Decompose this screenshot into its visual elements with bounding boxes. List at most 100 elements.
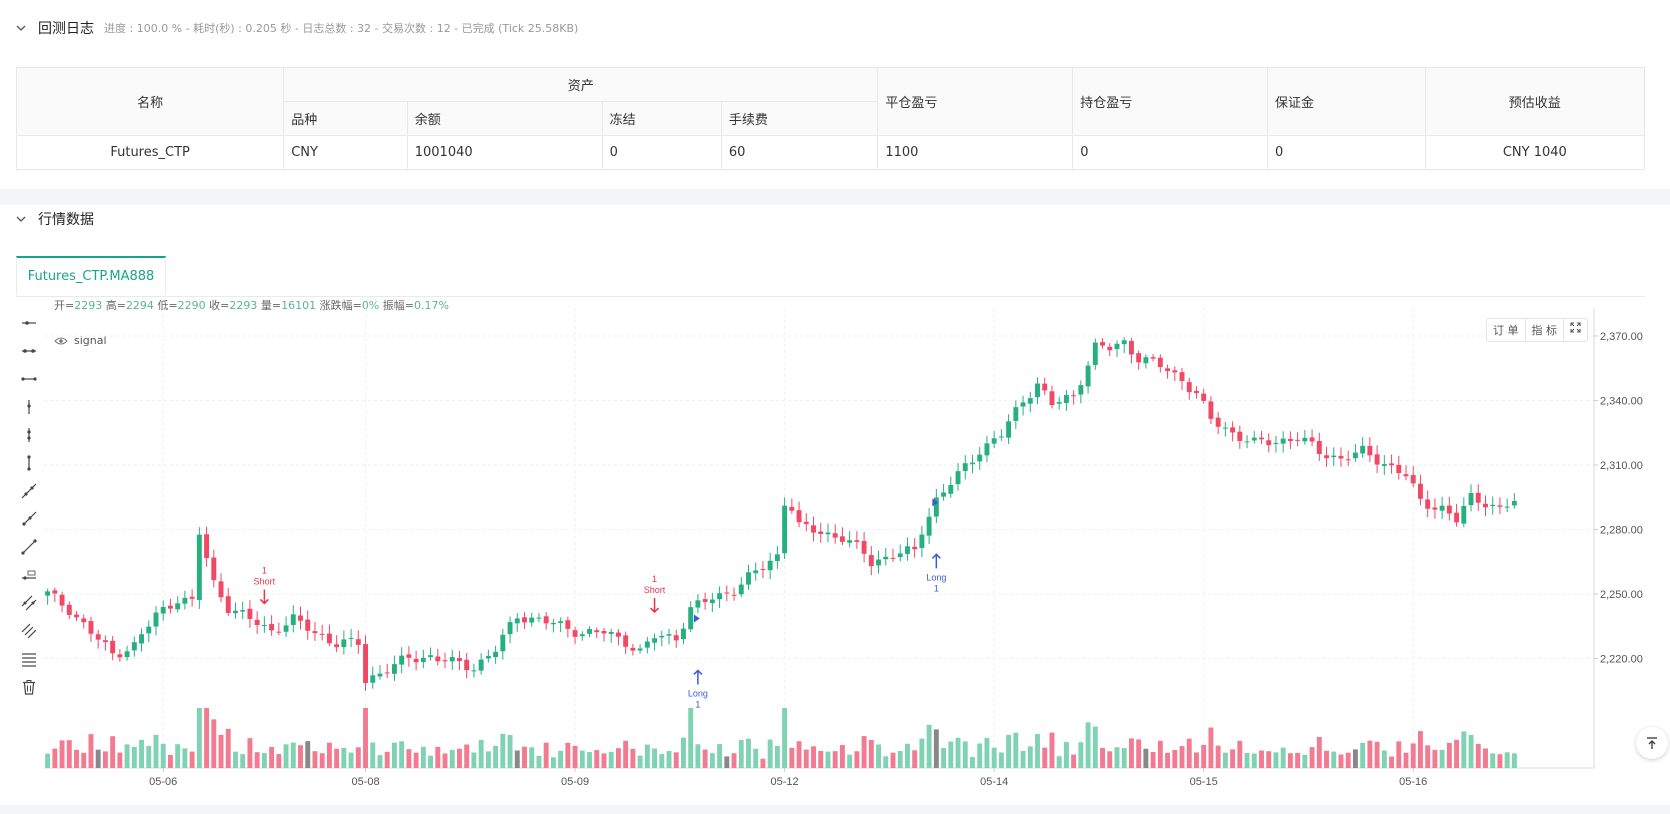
- candle: [146, 626, 152, 634]
- volume-bar: [74, 749, 79, 768]
- volume-bar: [1374, 741, 1380, 768]
- candle: [803, 521, 809, 525]
- candle: [1172, 370, 1178, 373]
- volume-bar: [507, 735, 513, 768]
- volume-bar: [543, 742, 549, 768]
- volume-bar: [998, 752, 1004, 768]
- volume-bar: [384, 751, 390, 768]
- segment-line-icon[interactable]: [18, 536, 40, 558]
- fibonacci-line-icon[interactable]: [18, 648, 40, 670]
- candle: [673, 635, 679, 641]
- indicator-button[interactable]: 指 标: [1526, 319, 1564, 341]
- volume-bar: [204, 708, 210, 768]
- order-button[interactable]: 订 单: [1487, 319, 1526, 341]
- volume-bar: [370, 742, 376, 768]
- volume-bar: [1006, 734, 1012, 768]
- volume-bar: [680, 737, 686, 768]
- volume-bar: [1490, 753, 1496, 768]
- volume-bar: [688, 708, 694, 768]
- candle: [1273, 442, 1279, 444]
- volume-bar: [88, 734, 94, 768]
- vertical-line-icon[interactable]: [18, 424, 40, 446]
- y-tick-label: 2,280.00: [1600, 524, 1643, 536]
- close-value: 2293: [229, 299, 258, 312]
- volume-bar: [1396, 741, 1402, 768]
- volume-bar: [1259, 750, 1264, 768]
- horizontal-ray-icon[interactable]: [18, 312, 40, 334]
- volume-bar: [254, 752, 260, 768]
- volume-bar: [789, 747, 795, 768]
- candle: [782, 505, 788, 554]
- candle: [363, 644, 368, 683]
- candle: [709, 599, 715, 604]
- high-label: 高=: [105, 299, 126, 312]
- back-to-top-button[interactable]: [1636, 727, 1668, 759]
- candle: [1316, 440, 1322, 455]
- candle: [970, 462, 975, 465]
- volume-bar: [912, 750, 918, 768]
- signal-label: signal: [74, 334, 107, 347]
- volume-bar: [196, 708, 202, 768]
- candle: [760, 569, 766, 571]
- volume-bar: [1381, 750, 1387, 768]
- volume-bar: [1027, 746, 1033, 768]
- fullscreen-icon[interactable]: [1564, 319, 1587, 341]
- parallel-channel-icon[interactable]: [18, 592, 40, 614]
- price-line-icon[interactable]: [18, 564, 40, 586]
- cell-estimated-return: CNY 1040: [1424, 135, 1646, 170]
- candle: [1259, 437, 1264, 440]
- volume-bar: [485, 751, 491, 768]
- tab-futures-ctp-ma888[interactable]: Futures_CTP.MA888: [16, 256, 166, 295]
- volume-bar: [298, 745, 303, 768]
- volume-bar: [1483, 748, 1488, 768]
- volume-bar: [1352, 749, 1358, 768]
- horizontal-segment-icon[interactable]: [18, 368, 40, 390]
- vertical-ray-icon[interactable]: [18, 396, 40, 418]
- volume-bar: [102, 751, 108, 768]
- eye-icon[interactable]: [54, 336, 68, 346]
- ray-line-icon[interactable]: [18, 508, 40, 530]
- market-header[interactable]: 行情数据: [16, 209, 94, 229]
- x-tick-label: 05-15: [1190, 776, 1218, 788]
- candle: [514, 618, 520, 624]
- volume-bar: [601, 753, 607, 768]
- candle: [254, 619, 260, 626]
- volume-bar: [175, 744, 181, 768]
- volume-bar: [413, 752, 419, 768]
- log-header[interactable]: 回测日志 进度 : 100.0 % - 耗时(秒) : 0.205 秒 - 日志…: [16, 18, 578, 38]
- volume-bar: [305, 741, 311, 768]
- volume-bar: [919, 738, 925, 768]
- volume-bar: [399, 741, 405, 768]
- trash-icon[interactable]: [18, 676, 40, 698]
- signal-legend[interactable]: signal: [54, 334, 107, 347]
- horizontal-line-icon[interactable]: [18, 340, 40, 362]
- candle: [500, 634, 506, 652]
- volume-bar: [348, 752, 354, 768]
- volume-bar: [355, 747, 361, 768]
- candle: [52, 590, 58, 594]
- short-arrow-icon: [259, 589, 269, 605]
- trend-line-icon[interactable]: [18, 480, 40, 502]
- signal-label: Short: [254, 576, 276, 586]
- volume-bar: [731, 753, 737, 768]
- candle: [457, 658, 462, 662]
- volume-bar: [811, 746, 816, 768]
- volume-bar: [1475, 743, 1481, 768]
- volume-bar: [341, 747, 347, 768]
- signal-label: Short: [644, 585, 666, 595]
- vertical-segment-icon[interactable]: [18, 452, 40, 474]
- candle: [406, 654, 412, 658]
- volume-bar: [233, 751, 238, 768]
- chevron-down-icon[interactable]: [16, 23, 26, 33]
- candle: [45, 591, 51, 596]
- chevron-down-icon[interactable]: [16, 214, 26, 224]
- volume-bar: [1035, 734, 1040, 768]
- volume-bar: [1410, 743, 1416, 768]
- volume-bar: [1121, 748, 1127, 768]
- candle: [1114, 343, 1120, 350]
- candle: [1092, 342, 1098, 365]
- volume-bar: [565, 742, 571, 768]
- candle: [680, 628, 686, 640]
- price-channel-icon[interactable]: [18, 620, 40, 642]
